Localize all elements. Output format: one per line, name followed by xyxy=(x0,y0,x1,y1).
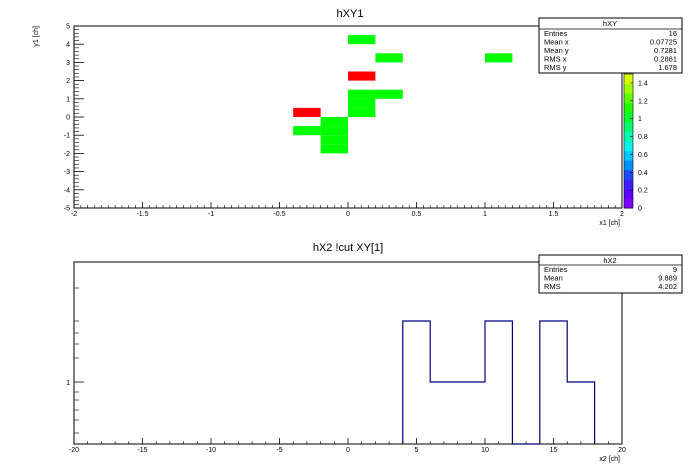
top-y-tick-label: -5 xyxy=(64,206,70,213)
palette-tick-label: 1 xyxy=(638,116,642,123)
top-x-tick-label: 1.5 xyxy=(549,211,559,218)
heatmap-cell xyxy=(375,89,403,99)
bottom-stats-label: Mean xyxy=(544,274,563,283)
heatmap-cell xyxy=(320,126,348,136)
top-x-label: x1 [ch] xyxy=(599,220,620,227)
bottom-frame xyxy=(73,261,623,445)
bottom-x-tick-label: 20 xyxy=(618,447,626,454)
bottom-x-tick-label: -5 xyxy=(276,447,282,454)
top-y-tick-label: -1 xyxy=(64,133,70,140)
top-y-tick-label: 4 xyxy=(66,42,70,49)
bottom-y-tick-label: 1 xyxy=(66,380,70,387)
top-x-tick-label: -2 xyxy=(71,211,77,218)
palette-tick-label: 1.2 xyxy=(638,98,648,105)
top-x-tick-label: 1 xyxy=(483,211,487,218)
heatmap-cell xyxy=(348,35,376,45)
top-x-tick-label: -1 xyxy=(208,211,214,218)
heatmap-cell xyxy=(293,107,321,117)
top-stats-value: 0.7281 xyxy=(654,46,677,55)
bottom-stats-value: 9.889 xyxy=(658,274,677,283)
bottom-stats-value: 4.202 xyxy=(658,282,677,291)
bottom-stats-label: Entries xyxy=(544,265,568,274)
top-stats-label: Mean y xyxy=(544,46,569,55)
bottom-x-tick-label: -15 xyxy=(137,447,147,454)
heatmap-cell xyxy=(348,107,376,117)
bottom-x-tick-label: -20 xyxy=(69,447,79,454)
palette-tick-label: 0.8 xyxy=(638,134,648,141)
top-stats-box: hXY Entries 16 Mean x 0.07725 Mean y 0.7281 RM… xyxy=(538,17,683,74)
bottom-x-tick-label: 10 xyxy=(481,447,489,454)
top-y-tick-label: -4 xyxy=(64,187,70,194)
bottom-stats-box: hX2 Entries 9 Mean 9.889 RMS 4.202 xyxy=(538,254,683,294)
top-y-tick-label: -3 xyxy=(64,169,70,176)
color-palette: 0 0.2 0.4 0.6 0.8 1 1.2 1.4 xyxy=(623,73,648,213)
bottom-x-tick-label: -10 xyxy=(206,447,216,454)
bottom-x-label: x2 [ch] xyxy=(599,456,620,463)
bottom-stats-label: RMS xyxy=(544,282,561,291)
top-x-tick-label: 0.5 xyxy=(412,211,422,218)
top-stats-name: hXY xyxy=(603,19,617,28)
top-x-tick-label: -0.5 xyxy=(273,211,285,218)
palette-tick-label: 0 xyxy=(638,206,642,213)
heatmap-cell xyxy=(348,89,376,99)
heatmap-cell xyxy=(320,135,348,145)
top-y-tick-label: 5 xyxy=(66,24,70,31)
top-y-tick-label: 2 xyxy=(66,78,70,85)
heatmap-cell xyxy=(348,98,376,108)
histogram-line xyxy=(402,320,596,445)
top-x-tick-label: 0 xyxy=(346,211,350,218)
top-title: hXY1 xyxy=(337,8,364,20)
heatmap-cell xyxy=(485,53,513,63)
bottom-title: hX2 !cut XY[1] xyxy=(313,242,383,254)
top-y-axis: -5 -4 -3 -2 -1 0 1 2 3 4 5 xyxy=(64,24,84,213)
palette-tick-label: 0.4 xyxy=(638,170,648,177)
top-stats-value: 0.2861 xyxy=(654,55,677,64)
top-stats-label: Mean x xyxy=(544,38,569,47)
heatmap-cell xyxy=(348,71,376,81)
top-y-tick-label: -2 xyxy=(64,151,70,158)
top-y-tick-label: 0 xyxy=(66,115,70,122)
top-y-label: y1 [ch] xyxy=(33,26,40,47)
top-stats-value: 1.678 xyxy=(658,63,677,72)
bottom-x-tick-label: 0 xyxy=(346,447,350,454)
bottom-x-tick-label: 5 xyxy=(415,447,419,454)
heatmap-cell xyxy=(293,126,321,136)
top-stats-value: 0.07725 xyxy=(650,38,677,47)
top-y-tick-label: 3 xyxy=(66,60,70,67)
bottom-stats-name: hX2 xyxy=(603,256,616,265)
top-x-axis: -2 -1.5 -1 -0.5 0 0.5 1 1.5 2 xyxy=(71,202,624,218)
palette-tick-label: 0.6 xyxy=(638,152,648,159)
bottom-x-tick-label: 15 xyxy=(550,447,558,454)
heatmap-cell xyxy=(320,117,348,127)
heatmap-cell xyxy=(320,144,348,154)
heatmap-cells xyxy=(293,35,513,154)
bottom-y-axis: 1 xyxy=(66,287,84,434)
bottom-stats-value: 9 xyxy=(673,265,677,274)
top-x-tick-label: -1.5 xyxy=(136,211,148,218)
top-pad: hXY1 -2 -1.5 -1 -0.5 0 0.5 1 1.5 2 -5-4-3-2-1012… xyxy=(33,8,683,227)
heatmap-cell xyxy=(375,53,403,63)
palette-tick-label: 1.4 xyxy=(638,80,648,87)
top-stats-label: RMS x xyxy=(544,55,567,64)
top-stats-label: RMS y xyxy=(544,63,567,72)
top-stats-value: 16 xyxy=(669,29,677,38)
bottom-x-axis: -20 -15 -10 -5 0 5 10 15 20 xyxy=(69,438,626,454)
top-x-tick-label: 2 xyxy=(620,211,624,218)
palette-tick-label: 0.2 xyxy=(638,188,648,195)
bottom-pad: hX2 !cut XY[1] -20 -15 -10 -5 0 5 10 15 20 1 x2 … xyxy=(66,242,683,463)
top-stats-label: Entries xyxy=(544,29,568,38)
top-y-tick-label: 1 xyxy=(66,96,70,103)
